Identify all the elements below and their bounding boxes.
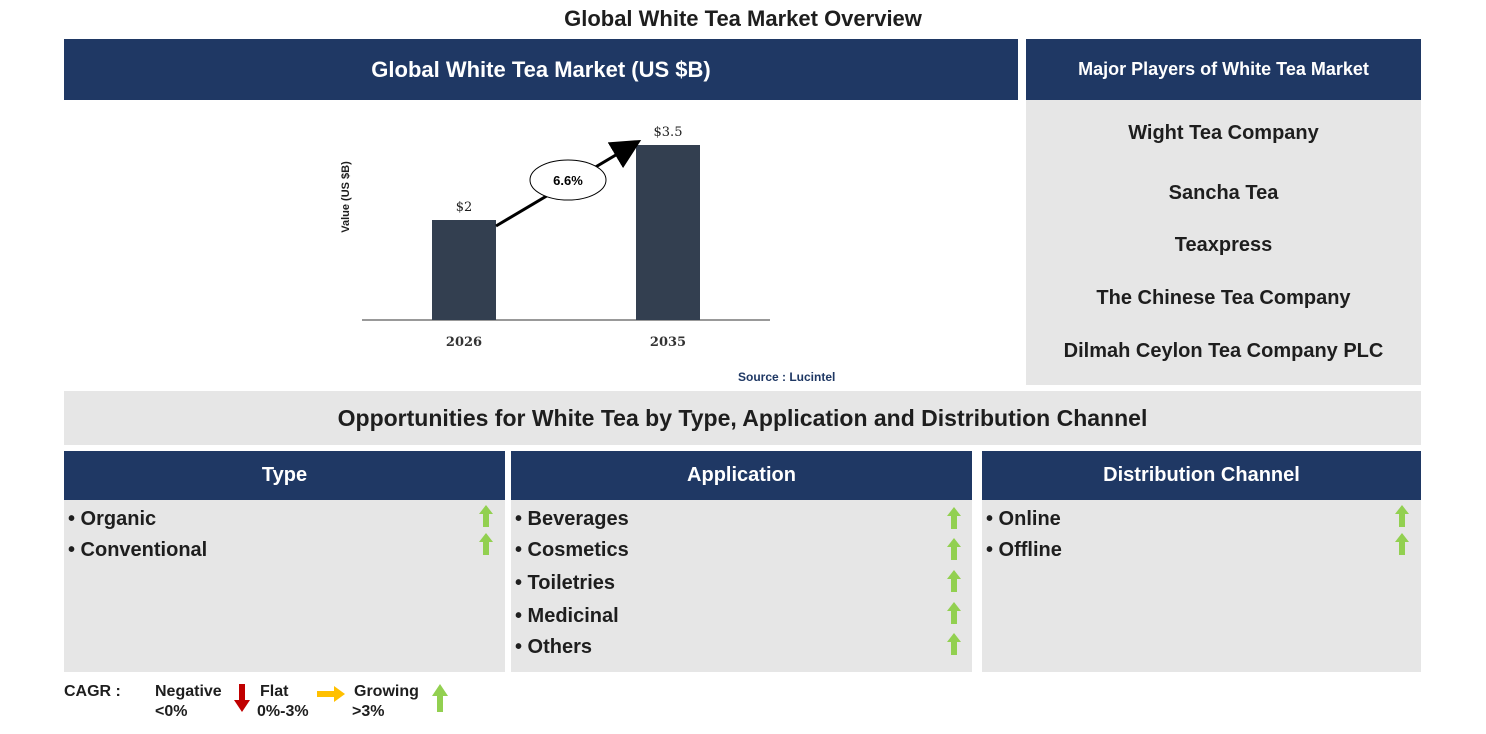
legend-negative-range: <0% xyxy=(155,703,188,720)
player-item: Sancha Tea xyxy=(1168,182,1279,204)
segment-item: • Conventional xyxy=(68,539,208,561)
flat-arrow-icon xyxy=(317,686,345,702)
segment-header-type: Type xyxy=(64,451,505,500)
source-note: Source : Lucintel xyxy=(738,370,836,384)
growing-arrow-icon xyxy=(947,602,961,624)
segment-item: • Beverages xyxy=(515,508,629,530)
player-item: Teaxpress xyxy=(1174,234,1273,256)
opportunities-title: Opportunities for White Tea by Type, App… xyxy=(64,391,1421,445)
growing-arrow-icon xyxy=(947,633,961,655)
growing-arrow-icon xyxy=(947,570,961,592)
segment-item: • Offline xyxy=(986,539,1062,561)
segment-header-distribution-channel: Distribution Channel xyxy=(982,451,1421,500)
segment-item: • Cosmetics xyxy=(515,539,629,561)
segment-body-distribution-channel: • Online • Offline xyxy=(982,500,1421,672)
bar-value-label: $3.5 xyxy=(654,125,683,140)
growing-arrow-icon xyxy=(947,507,961,529)
growing-arrow-icon xyxy=(1395,505,1409,527)
growing-arrow-icon xyxy=(479,533,493,555)
cagr-label: 6.6% xyxy=(553,173,583,188)
growing-arrow-icon xyxy=(1395,533,1409,555)
chart-header: Global White Tea Market (US $B) xyxy=(64,39,1018,100)
x-tick-label: 2026 xyxy=(446,335,482,350)
player-item: Wight Tea Company xyxy=(1128,122,1319,144)
cagr-ellipse xyxy=(529,159,607,201)
growing-arrow-icon xyxy=(947,538,961,560)
cagr-legend-label: CAGR : xyxy=(64,683,121,700)
legend-flat-range: 0%-3% xyxy=(257,703,309,720)
segment-item: • Toiletries xyxy=(515,572,615,594)
legend-negative-name: Negative xyxy=(155,683,222,700)
players-header: Major Players of White Tea Market xyxy=(1026,39,1421,100)
segment-item: • Others xyxy=(515,636,593,658)
segment-header-application: Application xyxy=(511,451,972,500)
players-list: Wight Tea Company Sancha Tea Teaxpress T… xyxy=(1026,100,1421,385)
segment-item: • Organic xyxy=(68,508,157,530)
bar-chart: Value (US $B) $2 2026 $3.5 2035 6.6% xyxy=(340,125,770,350)
y-axis-label: Value (US $B) xyxy=(340,161,352,233)
player-item: Dilmah Ceylon Tea Company PLC xyxy=(1063,340,1384,362)
player-item: The Chinese Tea Company xyxy=(1096,287,1351,309)
growing-arrow-icon xyxy=(479,505,493,527)
growing-arrow-icon xyxy=(432,684,448,712)
bar-value-label: $2 xyxy=(456,200,473,215)
legend-growing-name: Growing xyxy=(354,683,419,700)
bars-layer: $2 2026 $3.5 2035 xyxy=(432,125,700,350)
bar-2026 xyxy=(432,220,496,320)
x-tick-label: 2035 xyxy=(650,335,686,350)
segment-body-type: • Organic • Conventional xyxy=(64,500,505,672)
legend-growing-range: >3% xyxy=(352,703,385,720)
segment-item: • Medicinal xyxy=(515,605,619,627)
segment-item: • Online xyxy=(986,508,1061,530)
bar-2035 xyxy=(636,145,700,320)
page-title: Global White Tea Market Overview xyxy=(564,6,922,31)
segment-body-application: • Beverages • Cosmetics • Toiletries • M… xyxy=(511,500,972,672)
negative-arrow-icon xyxy=(234,684,250,712)
legend-flat-name: Flat xyxy=(260,683,289,700)
